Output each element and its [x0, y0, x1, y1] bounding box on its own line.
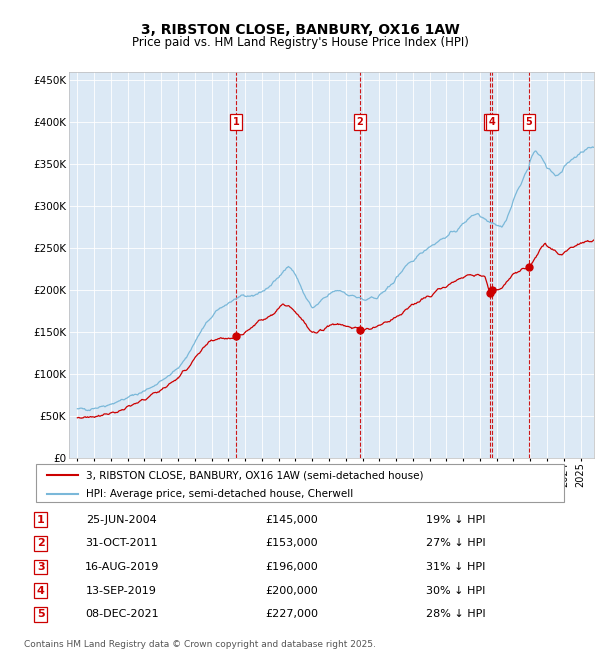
Text: 08-DEC-2021: 08-DEC-2021 [85, 610, 158, 619]
Text: 3, RIBSTON CLOSE, BANBURY, OX16 1AW: 3, RIBSTON CLOSE, BANBURY, OX16 1AW [140, 23, 460, 37]
Text: 13-SEP-2019: 13-SEP-2019 [86, 586, 157, 595]
Text: 31-OCT-2011: 31-OCT-2011 [85, 538, 158, 548]
Text: 3, RIBSTON CLOSE, BANBURY, OX16 1AW (semi-detached house): 3, RIBSTON CLOSE, BANBURY, OX16 1AW (sem… [86, 471, 424, 480]
Text: 25-JUN-2004: 25-JUN-2004 [86, 515, 157, 525]
Text: 28% ↓ HPI: 28% ↓ HPI [426, 610, 485, 619]
Text: 1: 1 [233, 117, 240, 127]
FancyBboxPatch shape [36, 464, 564, 502]
Text: Price paid vs. HM Land Registry's House Price Index (HPI): Price paid vs. HM Land Registry's House … [131, 36, 469, 49]
Text: 4: 4 [488, 117, 495, 127]
Text: 31% ↓ HPI: 31% ↓ HPI [426, 562, 485, 572]
Text: £145,000: £145,000 [265, 515, 318, 525]
Text: 5: 5 [37, 610, 44, 619]
Text: 4: 4 [37, 586, 44, 595]
Text: £153,000: £153,000 [266, 538, 318, 548]
Text: 19% ↓ HPI: 19% ↓ HPI [426, 515, 485, 525]
Text: 2: 2 [37, 538, 44, 548]
Text: £200,000: £200,000 [265, 586, 318, 595]
Text: 30% ↓ HPI: 30% ↓ HPI [426, 586, 485, 595]
Text: Contains HM Land Registry data © Crown copyright and database right 2025.
This d: Contains HM Land Registry data © Crown c… [24, 640, 376, 650]
Text: 16-AUG-2019: 16-AUG-2019 [85, 562, 159, 572]
Text: 27% ↓ HPI: 27% ↓ HPI [426, 538, 485, 548]
Text: 5: 5 [526, 117, 532, 127]
Text: £227,000: £227,000 [265, 610, 319, 619]
Text: £196,000: £196,000 [265, 562, 318, 572]
Text: 1: 1 [37, 515, 44, 525]
Text: 3: 3 [37, 562, 44, 572]
Text: 2: 2 [356, 117, 363, 127]
Text: HPI: Average price, semi-detached house, Cherwell: HPI: Average price, semi-detached house,… [86, 489, 353, 499]
Text: 3: 3 [487, 117, 494, 127]
